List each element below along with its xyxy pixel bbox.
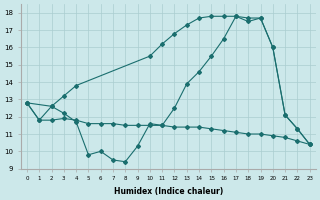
X-axis label: Humidex (Indice chaleur): Humidex (Indice chaleur): [114, 187, 223, 196]
